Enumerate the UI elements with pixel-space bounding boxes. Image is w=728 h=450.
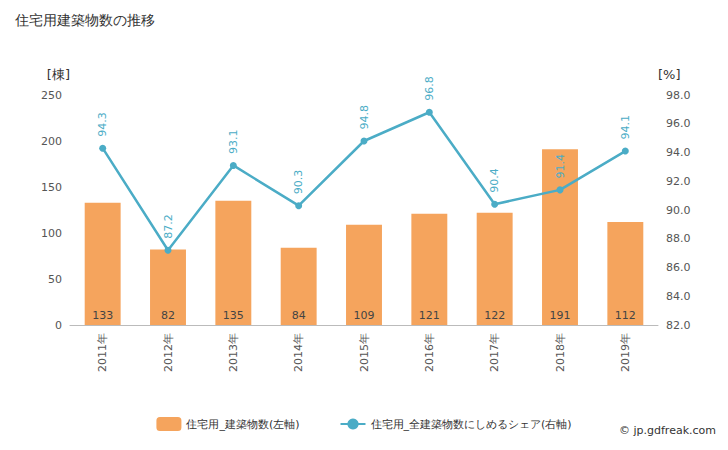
svg-text:[%]: [%]	[658, 67, 681, 82]
svg-text:98.0: 98.0	[666, 89, 691, 102]
svg-text:住宅用建築物数の推移: 住宅用建築物数の推移	[14, 12, 155, 28]
svg-text:2012年: 2012年	[162, 333, 175, 372]
svg-text:150: 150	[41, 181, 62, 194]
svg-text:96.8: 96.8	[423, 76, 436, 101]
svg-text:86.0: 86.0	[666, 261, 691, 274]
svg-text:93.1: 93.1	[227, 129, 240, 154]
svg-text:82.0: 82.0	[666, 319, 691, 332]
svg-text:109: 109	[354, 309, 375, 322]
svg-text:住宅用_全建築物数にしめるシェア(右軸): 住宅用_全建築物数にしめるシェア(右軸)	[371, 418, 572, 431]
svg-text:90.4: 90.4	[488, 168, 501, 193]
svg-text:96.0: 96.0	[666, 117, 691, 130]
svg-text:© jp.gdfreak.com: © jp.gdfreak.com	[619, 424, 716, 437]
svg-text:90.0: 90.0	[666, 204, 691, 217]
svg-text:94.8: 94.8	[358, 105, 371, 130]
svg-text:84: 84	[292, 309, 306, 322]
svg-text:50: 50	[48, 273, 62, 286]
svg-text:87.2: 87.2	[162, 214, 175, 239]
svg-text:2019年: 2019年	[619, 333, 632, 372]
svg-text:94.0: 94.0	[666, 146, 691, 159]
svg-text:121: 121	[419, 309, 440, 322]
svg-text:[棟]: [棟]	[47, 67, 70, 82]
svg-text:200: 200	[41, 135, 62, 148]
svg-text:122: 122	[484, 309, 505, 322]
svg-text:90.3: 90.3	[292, 170, 305, 195]
svg-text:0: 0	[55, 319, 62, 332]
svg-text:2013年: 2013年	[227, 333, 240, 372]
svg-text:191: 191	[550, 309, 571, 322]
svg-text:133: 133	[92, 309, 113, 322]
svg-text:94.3: 94.3	[96, 112, 109, 137]
svg-text:2011年: 2011年	[96, 333, 109, 372]
svg-text:2016年: 2016年	[423, 333, 436, 372]
svg-text:88.0: 88.0	[666, 232, 691, 245]
svg-text:2014年: 2014年	[292, 333, 305, 372]
svg-text:91.4: 91.4	[554, 154, 567, 179]
svg-text:2015年: 2015年	[358, 333, 371, 372]
svg-text:2018年: 2018年	[554, 333, 567, 372]
svg-text:94.1: 94.1	[619, 115, 632, 140]
svg-text:84.0: 84.0	[666, 290, 691, 303]
svg-text:250: 250	[41, 89, 62, 102]
svg-text:2017年: 2017年	[488, 333, 501, 372]
svg-text:135: 135	[223, 309, 244, 322]
svg-text:100: 100	[41, 227, 62, 240]
svg-text:住宅用_建築物数(左軸): 住宅用_建築物数(左軸)	[186, 418, 299, 431]
svg-text:112: 112	[615, 309, 636, 322]
svg-text:92.0: 92.0	[666, 175, 691, 188]
svg-text:82: 82	[161, 309, 175, 322]
